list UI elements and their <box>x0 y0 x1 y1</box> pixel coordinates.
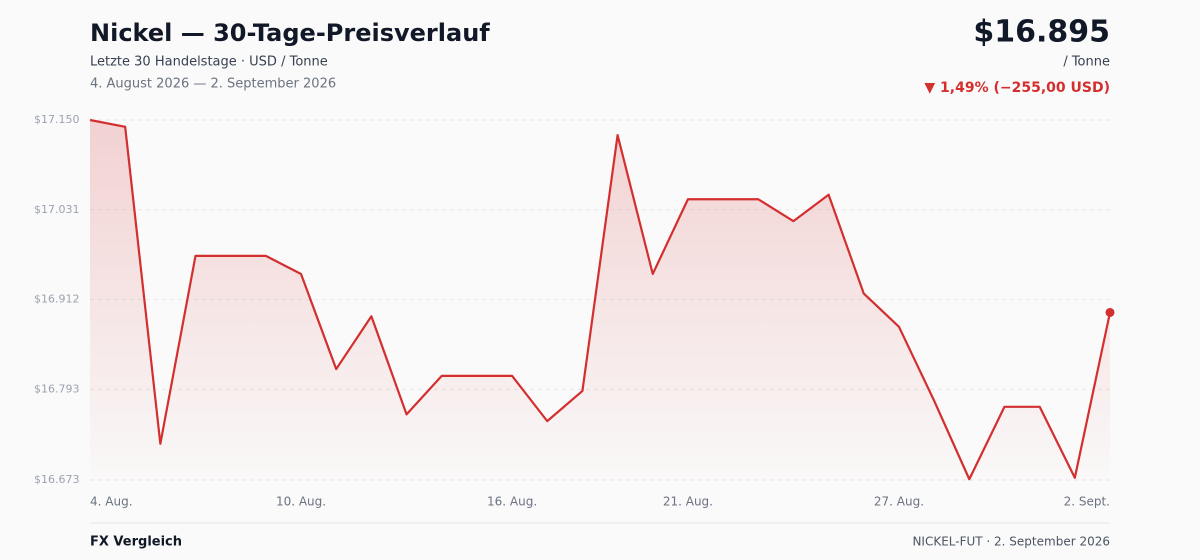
last-point <box>1105 307 1115 317</box>
y-tick-label: $17.150 <box>34 113 80 126</box>
unit: / Tonne <box>1063 55 1110 70</box>
y-tick-label: $16.793 <box>34 382 80 395</box>
y-tick-label: $16.673 <box>34 473 80 486</box>
x-tick-label: 2. Sept. <box>1064 495 1110 509</box>
area <box>90 120 1110 480</box>
date-range: 4. August 2026 — 2. September 2026 <box>90 77 336 92</box>
chart-title: Nickel — 30-Tage-Preisverlauf <box>90 19 490 47</box>
subtitle: Letzte 30 Handelstage · USD / Tonne <box>90 55 328 70</box>
footer-info: NICKEL-FUT · 2. September 2026 <box>912 535 1110 549</box>
x-tick-label: 21. Aug. <box>663 495 713 509</box>
x-tick-label: 4. Aug. <box>90 495 133 509</box>
footer-link[interactable]: FX Vergleich <box>90 535 182 550</box>
price-line <box>89 118 1112 481</box>
change: ▼ 1,49% (−255,00 USD) <box>924 80 1110 96</box>
price: $16.895 <box>973 15 1110 50</box>
x-tick-label: 16. Aug. <box>487 495 537 509</box>
x-tick-label: 27. Aug. <box>874 495 924 509</box>
y-tick-label: $16.912 <box>34 293 80 306</box>
x-tick-label: 10. Aug. <box>276 495 326 509</box>
y-tick-label: $17.031 <box>34 203 80 216</box>
